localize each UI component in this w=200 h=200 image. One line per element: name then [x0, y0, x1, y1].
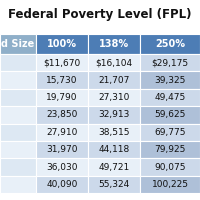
Text: 49,721: 49,721: [98, 163, 130, 172]
Bar: [88, 106, 140, 124]
Bar: [0, 158, 36, 176]
Text: d Size: d Size: [1, 39, 35, 49]
Bar: [0, 106, 36, 124]
Bar: [140, 71, 200, 89]
Text: 69,775: 69,775: [154, 128, 186, 137]
Text: 100,225: 100,225: [152, 180, 188, 189]
Text: 27,910: 27,910: [46, 128, 78, 137]
Bar: [88, 141, 140, 158]
Bar: [140, 141, 200, 158]
Bar: [88, 158, 140, 176]
Text: 15,730: 15,730: [46, 76, 78, 85]
Bar: [0, 54, 36, 71]
Bar: [36, 141, 88, 158]
Text: 32,913: 32,913: [98, 110, 130, 119]
Bar: [0, 124, 36, 141]
Text: Federal Poverty Level (FPL): Federal Poverty Level (FPL): [8, 8, 192, 21]
Text: 23,850: 23,850: [46, 110, 78, 119]
Bar: [140, 54, 200, 71]
Text: $16,104: $16,104: [95, 58, 133, 67]
Text: $29,175: $29,175: [151, 58, 189, 67]
Text: 44,118: 44,118: [98, 145, 130, 154]
Bar: [140, 176, 200, 193]
Bar: [36, 89, 88, 106]
Bar: [36, 34, 88, 54]
Bar: [0, 89, 36, 106]
Text: 39,325: 39,325: [154, 76, 186, 85]
Text: 27,310: 27,310: [98, 93, 130, 102]
Bar: [140, 158, 200, 176]
Bar: [36, 124, 88, 141]
Bar: [88, 124, 140, 141]
Bar: [88, 54, 140, 71]
Bar: [0, 176, 36, 193]
Bar: [140, 34, 200, 54]
Text: 79,925: 79,925: [154, 145, 186, 154]
Bar: [0, 71, 36, 89]
Bar: [88, 71, 140, 89]
Text: 138%: 138%: [99, 39, 129, 49]
Bar: [88, 89, 140, 106]
Bar: [36, 54, 88, 71]
Text: 250%: 250%: [155, 39, 185, 49]
Bar: [36, 106, 88, 124]
Text: 100%: 100%: [47, 39, 77, 49]
Text: 19,790: 19,790: [46, 93, 78, 102]
Bar: [88, 34, 140, 54]
Bar: [0, 141, 36, 158]
Text: 90,075: 90,075: [154, 163, 186, 172]
Bar: [140, 124, 200, 141]
Text: 40,090: 40,090: [46, 180, 78, 189]
Text: 31,970: 31,970: [46, 145, 78, 154]
Bar: [36, 158, 88, 176]
Bar: [140, 89, 200, 106]
Bar: [140, 106, 200, 124]
Text: 59,625: 59,625: [154, 110, 186, 119]
Text: 36,030: 36,030: [46, 163, 78, 172]
Text: 38,515: 38,515: [98, 128, 130, 137]
Text: 21,707: 21,707: [98, 76, 130, 85]
Text: $11,670: $11,670: [43, 58, 81, 67]
Text: 49,475: 49,475: [154, 93, 186, 102]
Bar: [88, 176, 140, 193]
Bar: [36, 176, 88, 193]
Bar: [0, 34, 36, 54]
Text: 55,324: 55,324: [98, 180, 130, 189]
Bar: [36, 71, 88, 89]
